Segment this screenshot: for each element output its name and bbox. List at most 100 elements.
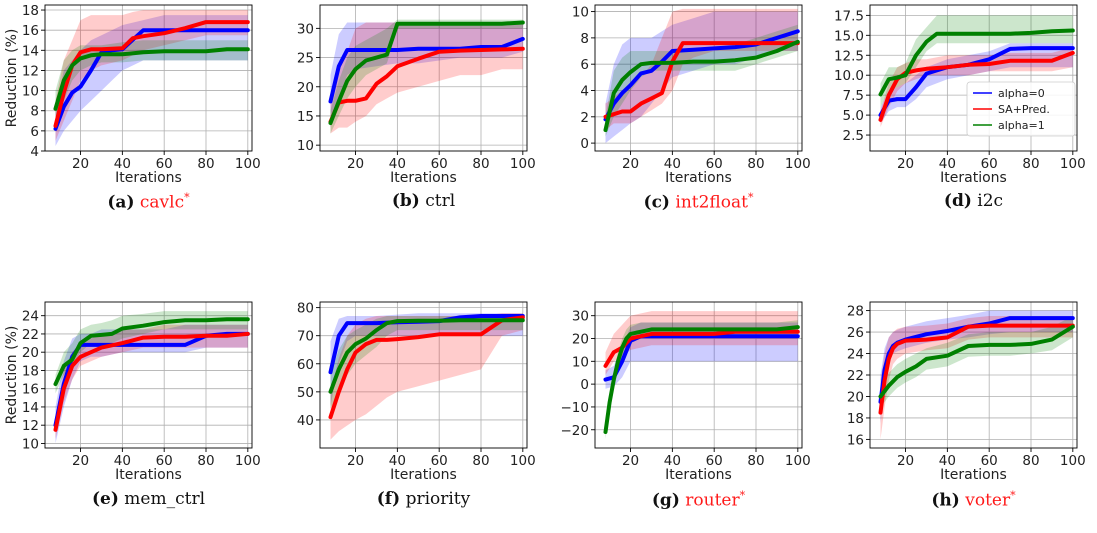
caption-star: * [1010, 489, 1016, 502]
series-line-SA+Pred. [328, 315, 525, 420]
x-tick-label: 60 [981, 453, 998, 469]
y-tick-label: 25 [297, 51, 314, 67]
x-tick-label: 60 [156, 453, 173, 469]
y-tick-label: 2.5 [843, 128, 864, 144]
y-tick-label: 22 [847, 368, 864, 384]
y-tick-label: 0 [580, 377, 589, 393]
x-tick-label: 80 [747, 453, 764, 469]
legend-label: SA+Pred. [998, 103, 1050, 116]
x-tick-label: 100 [1060, 453, 1086, 469]
y-tick-label: 60 [297, 357, 314, 373]
caption-0: (a) cavlc* [107, 191, 189, 213]
plot-area [878, 310, 1075, 440]
y-tick-label: 8 [580, 31, 589, 47]
caption-label: (b) [391, 191, 420, 211]
y-tick-label: −10 [561, 400, 590, 416]
x-tick-label: 20 [347, 156, 364, 172]
x-tick-label: 60 [156, 156, 173, 172]
y-tick-label: 12 [22, 418, 39, 434]
caption-label: (h) [931, 490, 960, 511]
y-tick-label: 16 [22, 382, 39, 398]
chart-5: 20 40 60 80 100 40 50 60 70 80 Iterations [297, 301, 536, 483]
caption-label: (g) [651, 490, 680, 511]
x-tick-label: 40 [114, 453, 131, 469]
caption-3: (d) i2c [944, 191, 1003, 211]
chart-7: 20 40 60 80 100 16 18 20 22 24 26 28 Iterations [847, 301, 1086, 483]
x-tick-label: 60 [431, 453, 448, 469]
chart-4: 20 40 60 80 100 10 12 14 16 18 20 22 24 Iterations Red… [4, 301, 261, 483]
x-tick-label: 20 [72, 156, 89, 172]
axes-frame [594, 4, 803, 152]
x-tick-label: 80 [197, 453, 214, 469]
axes-frame [319, 301, 528, 449]
x-tick-label: 80 [1022, 453, 1039, 469]
x-tick-label: 100 [235, 156, 261, 172]
x-tick-label: 100 [1060, 156, 1086, 172]
plot-area [878, 15, 1075, 128]
x-axis-label: Iterations [940, 170, 1007, 186]
plot-area [53, 311, 250, 444]
band-SA+Pred. [880, 316, 1073, 440]
caption-name: mem_ctrl [124, 489, 206, 509]
series-line-SA+Pred. [878, 323, 1075, 415]
x-tick-label: 20 [72, 453, 89, 469]
y-tick-label: 16 [847, 432, 864, 448]
x-tick-label: 40 [664, 156, 681, 172]
y-tick-label: 6 [30, 124, 39, 140]
axes-frame [44, 4, 253, 152]
x-tick-label: 40 [664, 453, 681, 469]
band-SA+Pred. [605, 8, 798, 130]
axes-frame [594, 301, 803, 449]
caption-name: voter [965, 490, 1011, 511]
chart-6: 20 40 60 80 100 −20 −10 0 10 20 30 Iterations [561, 301, 811, 483]
x-tick-label: 60 [981, 156, 998, 172]
y-tick-label: 7.5 [843, 88, 864, 104]
y-tick-label: 20 [847, 389, 864, 405]
legend: alpha=0 SA+Pred. alpha=1 [966, 81, 1076, 137]
caption-6: (g) router* [652, 489, 745, 511]
x-tick-label: 40 [939, 156, 956, 172]
y-tick-label: 14 [22, 400, 39, 416]
caption-label: (f) [376, 489, 401, 509]
x-tick-label: 60 [706, 156, 723, 172]
band-alpha=0 [605, 322, 798, 389]
series-line-SA+Pred. [328, 46, 525, 124]
y-tick-label: 22 [22, 327, 39, 343]
band-alpha=0 [880, 43, 1073, 124]
x-tick-label: 40 [114, 156, 131, 172]
y-tick-label: 0 [580, 136, 589, 152]
y-tick-label: 15 [297, 109, 314, 125]
caption-label: (d) [943, 191, 972, 211]
y-tick-label: 15.0 [834, 28, 864, 44]
caption-star: * [747, 191, 754, 204]
x-tick-label: 20 [622, 453, 639, 469]
series-line-SA+Pred. [53, 331, 250, 432]
series-line-alpha=1 [603, 325, 800, 434]
y-tick-label: 20 [572, 332, 589, 348]
x-tick-label: 60 [431, 156, 448, 172]
caption-label: (a) [107, 192, 135, 213]
y-tick-label: 2 [580, 110, 589, 126]
band-alpha=0 [55, 324, 248, 444]
plot-area [328, 19, 525, 134]
y-tick-label: 50 [297, 385, 314, 401]
y-tick-label: 10 [297, 138, 314, 154]
x-tick-label: 20 [347, 453, 364, 469]
y-tick-label: 30 [297, 21, 314, 37]
band-SA+Pred. [605, 311, 798, 375]
y-tick-label: 8 [30, 104, 39, 120]
y-tick-label: 24 [22, 309, 39, 325]
y-tick-label: 24 [847, 347, 864, 363]
x-tick-label: 100 [785, 453, 811, 469]
y-tick-label: 30 [572, 309, 589, 325]
caption-name: cavlc [139, 192, 185, 213]
x-axis-label: Iterations [390, 170, 457, 186]
y-tick-label: 5.0 [843, 108, 864, 124]
plot-area [603, 8, 800, 144]
band-alpha=1 [605, 24, 798, 137]
x-axis-label: Iterations [665, 170, 732, 186]
caption-7: (h) voter* [931, 489, 1015, 511]
y-axis-label: Reduction (%) [4, 29, 20, 128]
x-tick-label: 40 [389, 453, 406, 469]
y-tick-label: 20 [297, 80, 314, 96]
